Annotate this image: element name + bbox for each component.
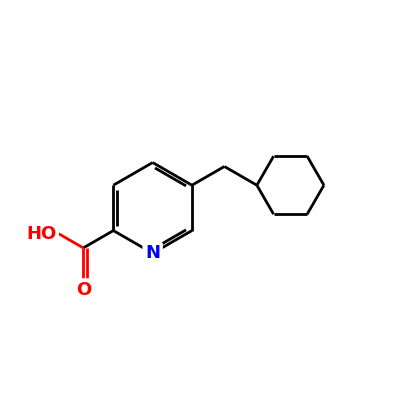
Text: N: N: [145, 244, 160, 262]
Text: O: O: [76, 281, 91, 299]
Text: HO: HO: [26, 225, 57, 243]
